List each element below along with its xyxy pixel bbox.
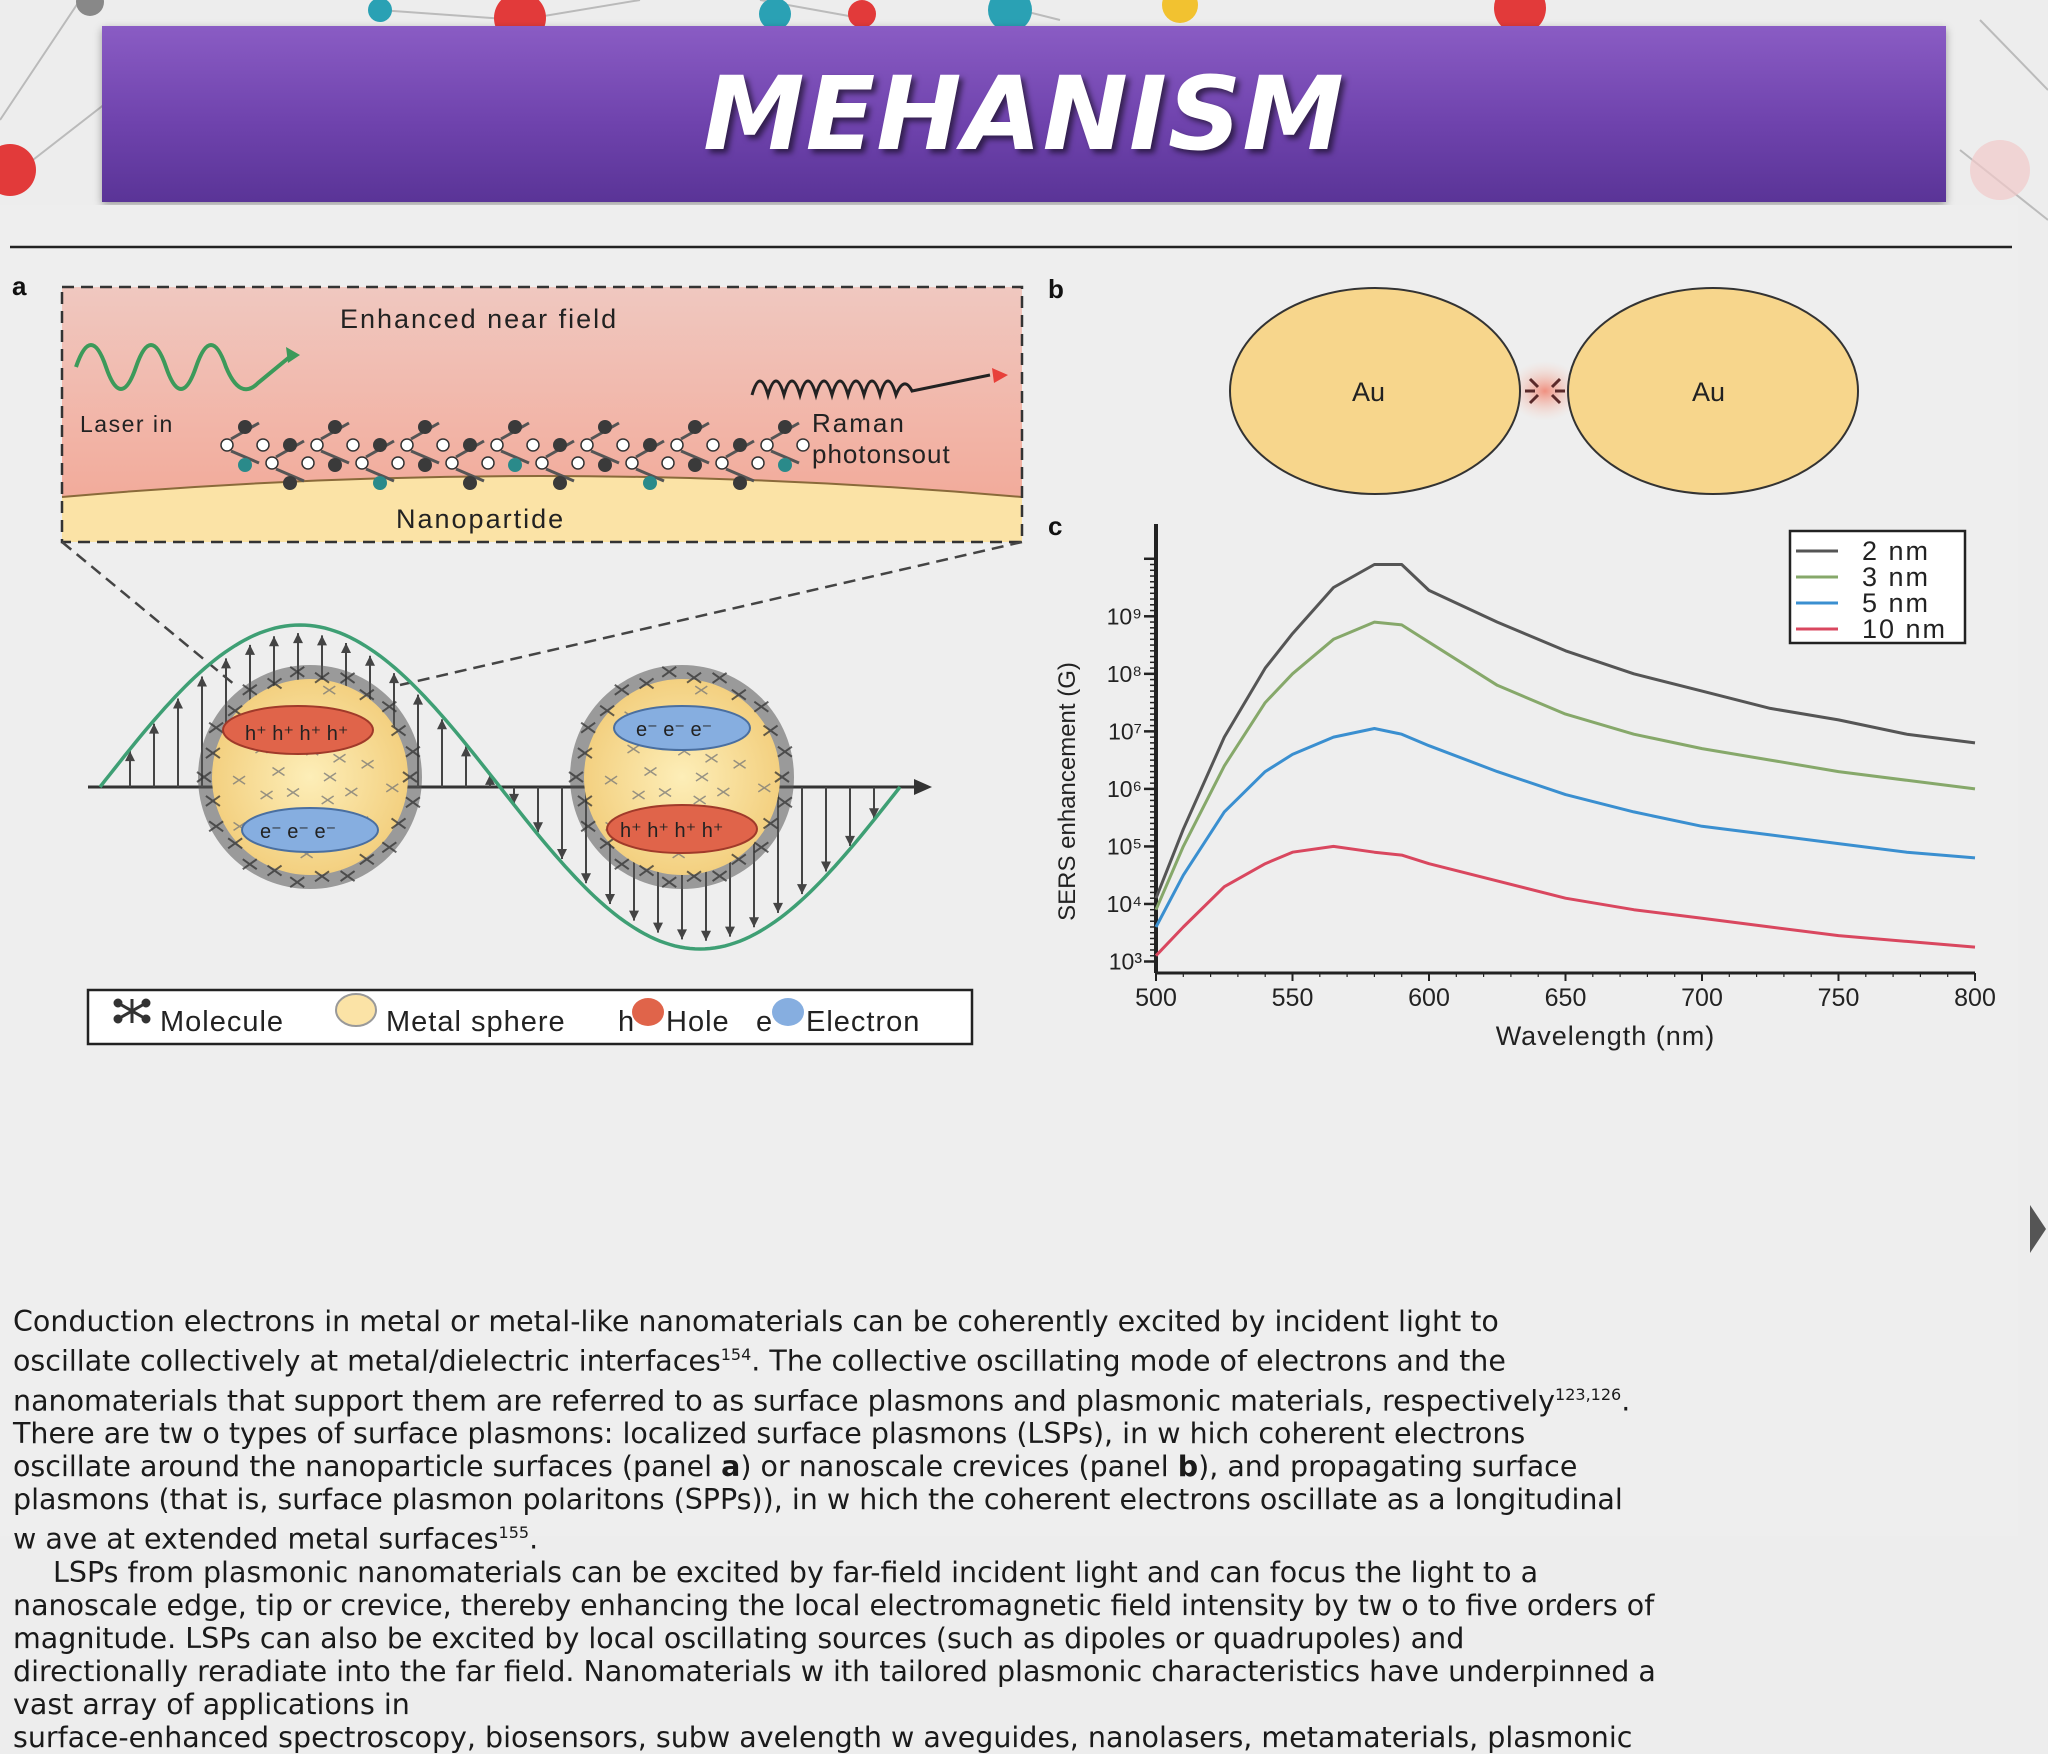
legend-metal-sphere: Metal sphere (386, 1006, 566, 1038)
y-tick-label: 10⁸ (1107, 661, 1142, 687)
p2-line-2: nanoscale edge, tip or crevice, thereby … (13, 1588, 1655, 1622)
figure: a Enhanced near field Laser in Raman pho… (10, 245, 2012, 1051)
laser-wave-icon (74, 343, 294, 392)
legend-molecule: Molecule (160, 1006, 284, 1038)
legend-electron: Electron (806, 1006, 920, 1038)
panel-b-label: b (1048, 274, 1064, 304)
raman-photons-label-1: Raman (812, 408, 906, 438)
molecule-legend-icon (113, 998, 151, 1024)
x-axis-label: Wavelength (nm) (1496, 1021, 1716, 1051)
y-tick-label: 10⁶ (1107, 776, 1142, 802)
y-tick-label: 10³ (1109, 948, 1143, 974)
p1-line-1: Conduction electrons in metal or metal-l… (13, 1305, 1499, 1338)
p2-line-6: surface-enhanced spectroscopy, biosensor… (13, 1720, 1633, 1754)
next-slide-arrow-icon[interactable] (2030, 1205, 2046, 1253)
p2-line-5: vast array of applications in (13, 1687, 410, 1721)
deco-red-sphere (0, 144, 36, 196)
body-text: Conduction electrons in metal or metal-l… (13, 1305, 2003, 1754)
title-banner: MEHANISM (102, 26, 1946, 202)
np1-electrons: e⁻ e⁻ e⁻ (260, 821, 336, 843)
p2-line-4: directionally reradiate into the far fie… (13, 1654, 1656, 1688)
paragraph-2: LSPs from plasmonic nanomaterials can be… (13, 1556, 2003, 1754)
x-tick-label: 550 (1272, 984, 1314, 1012)
panel-c-label: c (1048, 511, 1062, 541)
y-tick-label: 10⁴ (1107, 891, 1142, 917)
np1-holes: h⁺ h⁺ h⁺ h⁺ (245, 723, 348, 745)
y-tick-label: 10⁹ (1107, 603, 1142, 629)
background-molecule-network (0, 0, 2048, 221)
field-sine-wave (98, 623, 902, 951)
p1-line-5b: ) or nanoscale crevices (panel (740, 1450, 1178, 1483)
series-line-2 (1154, 727, 1976, 928)
raman-wave-icon (750, 373, 991, 401)
x-tick-label: 500 (1135, 984, 1177, 1012)
legend-entry-2: 5 nm (1862, 588, 1930, 618)
molecule-chain (220, 420, 810, 490)
legend-hole: Hole (666, 1006, 730, 1038)
x-tick-label: 600 (1408, 984, 1450, 1012)
ref-154: 154 (720, 1345, 752, 1364)
au-left-label: Au (1352, 377, 1385, 407)
p1-line-5c: ), and propagating surface (1198, 1450, 1578, 1483)
inset-dashed-border (60, 285, 1024, 544)
raman-photons-label-2: photonsout (812, 439, 951, 469)
p1-line-3: nanomaterials that support them are refe… (13, 1384, 1556, 1417)
nanoparticle-label: Nanopartide (396, 504, 565, 534)
p2-line-3: magnitude. LSPs can also be excited by l… (13, 1621, 1465, 1655)
ref-123-126: 123,126 (1555, 1384, 1622, 1404)
p1-line-7: w ave at extended metal surfaces (13, 1522, 499, 1556)
sers-chart: 10³ 10⁴ 10⁵ 10⁶ 10⁷ 10⁸ 10⁹ 500 550 600 650 700 750 8… (1054, 524, 1996, 1051)
p1-line-4: There are tw o types of surface plasmons… (13, 1417, 1526, 1450)
panel-a-inset: Enhanced near field Laser in Raman photo… (60, 285, 1024, 544)
slide-title: MEHANISM (703, 54, 1345, 174)
x-tick-label: 650 (1545, 984, 1587, 1012)
legend-entry-1: 3 nm (1862, 562, 1930, 592)
series-line-3 (1154, 844, 1976, 957)
nanoparticle-left: h⁺ h⁺ h⁺ h⁺ e⁻ e⁻ e⁻ (196, 665, 422, 889)
y-tick-label: 10⁷ (1108, 718, 1142, 744)
legend-entry-0: 2 nm (1862, 536, 1930, 566)
p1-line-2a: oscillate collectively at metal/dielectr… (13, 1344, 721, 1378)
y-tick-label: 10⁵ (1107, 833, 1142, 859)
hole-legend-icon (632, 998, 664, 1026)
np2-holes: h⁺ h⁺ h⁺ h⁺ (620, 820, 723, 842)
panel-a-legend: Molecule Metal sphere h Hole e Electron (86, 988, 974, 1046)
panel-ref-b: b (1177, 1450, 1199, 1483)
slide-content: a Enhanced near field Laser in Raman pho… (0, 205, 2018, 1754)
hotspot-field-icon (1525, 377, 1565, 405)
electron-legend-icon (772, 998, 804, 1026)
laser-in-label: Laser in (80, 411, 174, 437)
np2-electrons: e⁻ e⁻ e⁻ (636, 719, 712, 741)
panel-a-label: a (12, 271, 27, 301)
x-tick-label: 800 (1954, 984, 1996, 1012)
nanoparticle-surface (62, 476, 1022, 542)
p1-line-6: plasmons (that is, surface plasmon polar… (13, 1483, 1623, 1516)
p2-line-1: LSPs from plasmonic nanomaterials can be… (53, 1555, 1539, 1589)
nanoparticle-right: e⁻ e⁻ e⁻ h⁺ h⁺ h⁺ h⁺ (568, 665, 794, 889)
x-tick-label: 700 (1681, 984, 1723, 1012)
ref-155: 155 (498, 1523, 530, 1542)
gold-sphere-right (1567, 287, 1859, 495)
p1-line-2b: . The collective oscillating mode of ele… (751, 1344, 1506, 1378)
au-right-label: Au (1692, 377, 1725, 407)
series-line-0 (1154, 563, 1976, 899)
y-axis-label: SERS enhancement (G) (1054, 662, 1081, 921)
p1-line-5a: oscillate around the nanoparticle surfac… (13, 1450, 722, 1483)
legend-electron-prefix: e (756, 1006, 772, 1038)
series-line-1 (1154, 620, 1976, 911)
metal-sphere-legend-icon (335, 993, 377, 1027)
gold-sphere-left (1229, 287, 1521, 495)
legend-entry-3: 10 nm (1862, 614, 1947, 644)
paragraph-1: Conduction electrons in metal or metal-l… (13, 1305, 1631, 1556)
x-tick-label: 750 (1818, 984, 1860, 1012)
panel-b-diagram: Au Au (1229, 287, 1859, 495)
legend-hole-prefix: h (618, 1006, 634, 1038)
enhanced-near-field-label: Enhanced near field (340, 304, 618, 334)
panel-ref-a: a (721, 1450, 741, 1483)
